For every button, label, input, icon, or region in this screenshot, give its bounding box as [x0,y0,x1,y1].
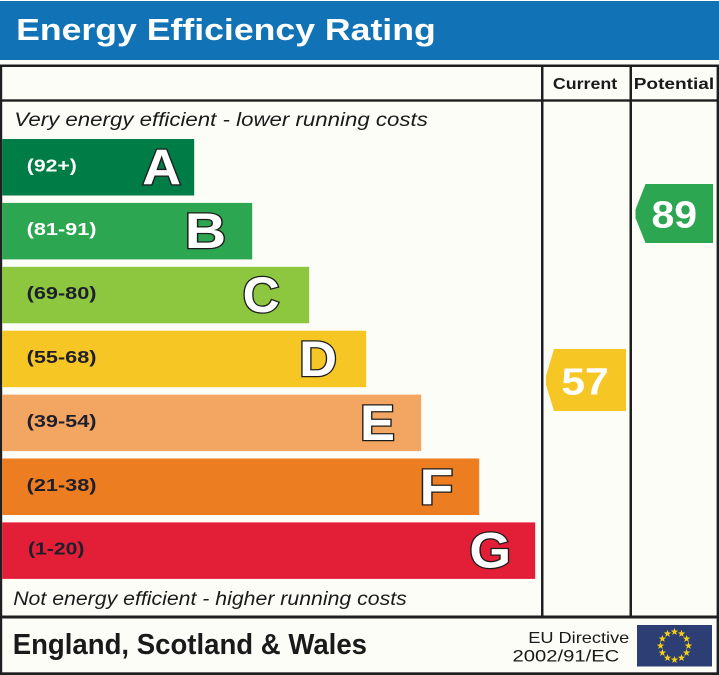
svg-text:(1-20): (1-20) [28,539,84,559]
svg-text:89: 89 [651,194,697,236]
svg-text:B: B [185,204,226,260]
svg-text:57: 57 [561,359,608,402]
svg-text:G: G [469,522,511,578]
svg-text:Very energy efficient - lower: Very energy efficient - lower running co… [14,109,428,130]
svg-text:(69-80): (69-80) [27,284,97,304]
svg-text:(21-38): (21-38) [27,476,97,496]
svg-text:2002/91/EC: 2002/91/EC [513,646,620,665]
svg-text:E: E [360,395,395,451]
svg-text:England, Scotland & Wales: England, Scotland & Wales [13,627,367,660]
svg-text:F: F [419,459,453,515]
svg-text:D: D [299,331,337,387]
svg-text:Not energy efficient - higher: Not energy efficient - higher running co… [13,589,407,610]
svg-text:Potential: Potential [634,74,714,92]
svg-text:Energy Efficiency Rating: Energy Efficiency Rating [16,13,436,47]
svg-text:C: C [243,267,280,323]
svg-text:(81-91): (81-91) [27,220,97,240]
svg-text:EU Directive: EU Directive [528,628,629,647]
svg-text:(39-54): (39-54) [27,412,97,432]
svg-text:Current: Current [553,75,618,93]
svg-text:(55-68): (55-68) [27,348,97,368]
svg-text:(92+): (92+) [27,156,77,176]
svg-text:A: A [142,139,181,195]
